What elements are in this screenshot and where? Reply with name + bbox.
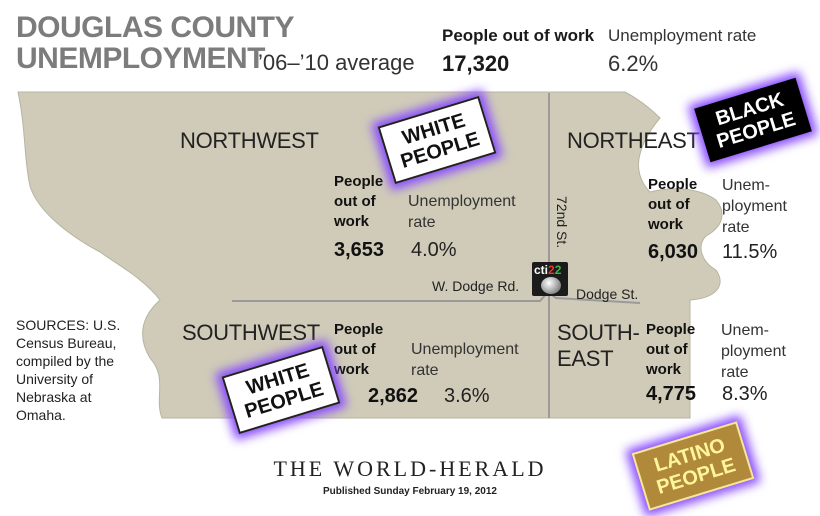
cti22-logo-text: cti22: [534, 263, 561, 277]
ne-rate-label-l3: rate: [722, 219, 750, 236]
se-rate-label-l1: Unem-: [721, 322, 770, 339]
street-dodge: Dodge St.: [576, 286, 639, 302]
logo-sphere-icon: [541, 277, 561, 294]
sources-line: University of: [16, 371, 94, 387]
cti22-logo: cti22: [532, 262, 568, 296]
sw-people-label-l2: out of: [334, 341, 376, 358]
sw-rate-label-l2: rate: [411, 362, 439, 379]
nw-rate-label: Unemployment rate: [408, 191, 516, 233]
sources-line: compiled by the: [16, 353, 115, 369]
logo-text-b: 2: [548, 263, 555, 277]
se-rate-label-l2: ployment: [721, 343, 786, 360]
sources-line: Census Bureau,: [16, 335, 117, 351]
se-rate-label: Unem- ployment rate: [721, 320, 786, 383]
region-northwest-name: NORTHWEST: [180, 128, 319, 153]
county-shape: [17, 91, 723, 419]
period-label: ’06–’10 average: [258, 50, 415, 75]
sources-note: SOURCES: U.S. Census Bureau, compiled by…: [16, 316, 136, 424]
nw-rate-label-l2: rate: [408, 214, 436, 231]
se-people-label: People out of work: [646, 320, 695, 380]
sw-rate-label-l1: Unemployment: [411, 341, 519, 358]
nw-people-label-l3: work: [334, 213, 370, 230]
logo-text-c: 2: [554, 263, 562, 277]
ne-rate-label: Unem- ployment rate: [722, 175, 787, 238]
logo-text-a: cti: [534, 263, 549, 277]
sources-line: Nebraska at: [16, 389, 92, 405]
region-southeast-name-l2: EAST: [557, 346, 614, 371]
se-people-label-l1: People: [646, 321, 696, 338]
nw-people-label-l1: People: [334, 173, 384, 190]
nw-rate-label-l1: Unemployment: [408, 193, 516, 210]
newspaper-name: THE WORLD-HERALD: [273, 456, 547, 481]
headline-line1: DOUGLAS COUNTY: [16, 11, 295, 44]
se-people-value: 4,775: [646, 383, 697, 405]
region-southwest-name: SOUTHWEST: [182, 320, 320, 345]
county-people-label: People out of work: [442, 26, 595, 45]
published-date: Published Sunday February 19, 2012: [323, 486, 497, 497]
region-southeast-name: SOUTH- EAST: [557, 320, 640, 372]
sources-line: Omaha.: [16, 407, 66, 423]
sw-people-label-l3: work: [334, 361, 370, 378]
region-northeast-name: NORTHEAST: [567, 128, 700, 153]
nw-people-value: 3,653: [334, 239, 385, 261]
ne-people-value: 6,030: [648, 241, 699, 263]
sw-people-label: People out of work: [334, 320, 383, 380]
ne-people-label: People out of work: [648, 175, 697, 235]
se-rate-value: 8.3%: [722, 383, 768, 405]
region-southeast-name-l1: SOUTH-: [557, 320, 640, 345]
se-rate-label-l3: rate: [721, 364, 749, 381]
county-rate-label: Unemployment rate: [608, 26, 757, 45]
headline-line2: UNEMPLOYMENT: [16, 42, 266, 75]
street-w-dodge: W. Dodge Rd.: [432, 278, 520, 294]
nw-people-label-l2: out of: [334, 193, 376, 210]
nw-people-label: People out of work: [334, 172, 383, 232]
sw-rate-value: 3.6%: [444, 385, 490, 407]
county-rate-value: 6.2%: [608, 51, 659, 76]
ne-rate-label-l2: ployment: [722, 198, 787, 215]
ne-people-label-l3: work: [648, 216, 684, 233]
sw-rate-label: Unemployment rate: [411, 339, 519, 381]
nw-rate-value: 4.0%: [411, 239, 457, 261]
sw-people-label-l1: People: [334, 321, 384, 338]
headline: DOUGLAS COUNTY UNEMPLOYMENT: [16, 11, 295, 75]
ne-people-label-l2: out of: [648, 196, 690, 213]
se-people-label-l2: out of: [646, 341, 688, 358]
street-72nd: 72nd St.: [554, 196, 570, 249]
se-people-label-l3: work: [646, 361, 682, 378]
ne-rate-value: 11.5%: [722, 241, 778, 263]
sw-people-value: 2,862: [368, 385, 419, 407]
county-people-value: 17,320: [442, 51, 510, 76]
ne-rate-label-l1: Unem-: [722, 177, 771, 194]
ne-people-label-l1: People: [648, 176, 698, 193]
sources-line: SOURCES: U.S.: [16, 317, 121, 333]
